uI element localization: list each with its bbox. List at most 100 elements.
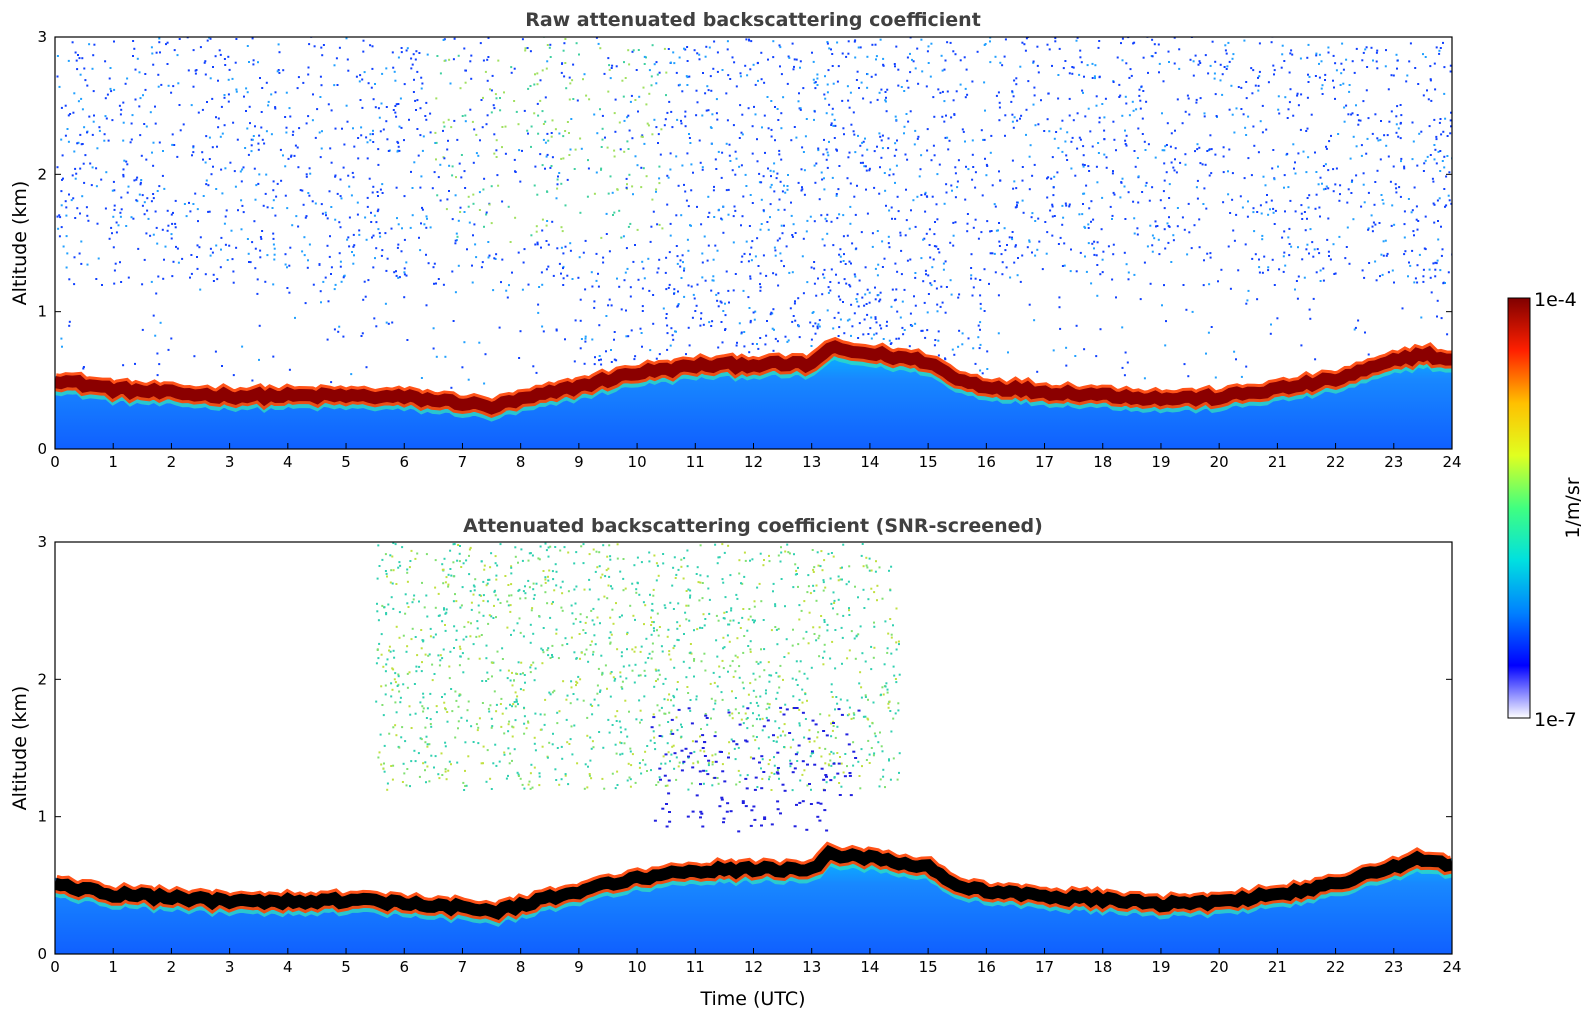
speckle [1308,308,1311,311]
speckle [1392,165,1395,168]
speckle [482,745,485,748]
speckle [954,172,957,175]
speckle [320,147,323,150]
speckle [786,340,789,343]
speckle [812,568,815,571]
speckle [509,752,512,755]
speckle [946,90,949,93]
speckle [1019,65,1022,68]
speckle [700,312,703,315]
speckle [1433,158,1436,161]
speckle [836,217,839,220]
speckle [786,543,789,546]
speckle [696,566,699,569]
speckle [857,633,860,636]
speckle [591,740,594,743]
speckle [644,661,647,664]
speckle [878,132,881,135]
speckle [551,220,554,223]
speckle [607,304,610,307]
speckle [56,55,59,57]
speckle [895,641,898,644]
speckle [957,159,960,162]
speckle [897,68,900,71]
speckle [829,289,832,292]
speckle [1411,121,1414,124]
speckle [596,684,599,687]
speckle [285,131,288,134]
speckle [1011,159,1014,162]
speckle [880,88,883,91]
speckle [294,316,296,319]
speckle [1217,280,1219,283]
speckle [274,32,276,34]
speckle [442,129,444,132]
speckle [895,118,898,121]
speckle [108,237,111,240]
speckle [1267,269,1270,272]
speckle [660,706,663,709]
speckle [1078,213,1081,216]
speckle [595,279,598,282]
speckle [518,149,521,152]
speckle [1149,282,1152,285]
speckle [833,599,836,602]
speckle [1118,96,1121,98]
speckle [583,653,586,656]
speckle [510,565,513,568]
speckle [499,669,502,672]
speckle [384,553,387,556]
speckle [720,321,723,323]
speckle [1082,165,1085,168]
speckle [383,762,385,765]
speckle [495,710,498,713]
speckle [682,660,685,663]
speckle [728,640,731,643]
speckle [897,337,900,340]
speckle [626,735,629,738]
speckle [1407,198,1410,200]
speckle [765,708,768,711]
speckle [1129,68,1132,71]
speckle [989,37,992,39]
speckle [640,332,643,334]
speckle [582,251,585,254]
speckle [1393,281,1395,284]
speckle [125,160,128,163]
speckle [620,742,623,745]
speckle [522,672,524,675]
speckle [545,155,548,158]
speckle [474,578,477,581]
speckle [758,582,761,585]
speckle [318,263,321,266]
speckle [1257,76,1259,79]
speckle [675,330,677,333]
speckle [1011,236,1013,239]
speckle [274,106,277,109]
speckle [397,566,400,569]
speckle [726,48,729,51]
speckle [1181,216,1184,219]
speckle [801,773,804,776]
speckle [504,575,507,577]
speckle [403,271,406,274]
speckle [364,216,367,219]
speckle [425,553,428,556]
speckle [435,97,438,100]
speckle [506,296,509,299]
speckle [758,675,761,678]
speckle [397,683,400,686]
speckle [858,87,860,89]
speckle [120,281,123,283]
speckle [966,230,969,233]
speckle [770,771,773,774]
speckle [873,591,876,594]
speckle [747,645,750,647]
speckle [1021,166,1024,168]
speckle [686,152,689,155]
speckle [1327,46,1330,49]
speckle [759,718,762,721]
speckle [777,554,780,557]
speckle [144,88,147,91]
speckle [706,723,709,726]
